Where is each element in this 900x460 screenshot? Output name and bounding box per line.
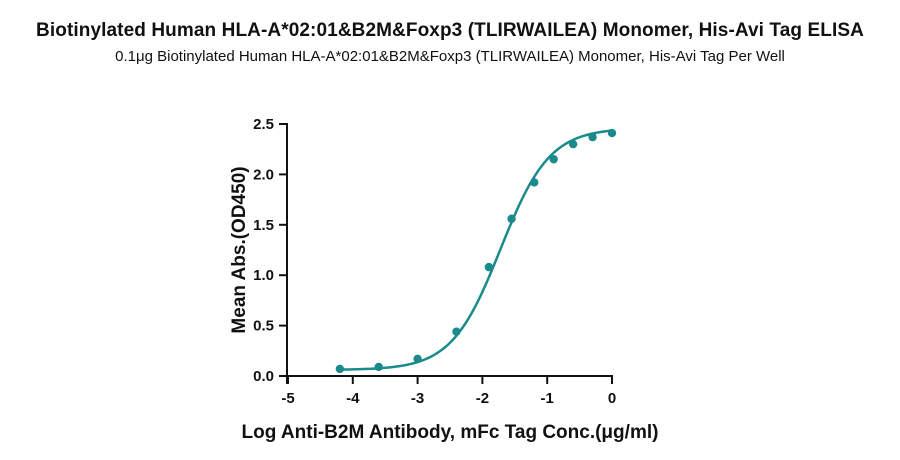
x-tick-label: -5 [281,390,294,407]
data-point [568,139,578,149]
x-tick-label: -2 [476,390,489,407]
data-point [484,262,494,272]
chart-title: Biotinylated Human HLA-A*02:01&B2M&Foxp3… [36,20,864,41]
data-point [530,178,539,187]
data-point [588,132,597,142]
y-ticks: 0.0 0.5 1.0 1.5 2.0 2.5 [253,116,287,385]
data-point [607,128,617,138]
data-point [335,364,345,374]
chart-subtitle: 0.1μg Biotinylated Human HLA-A*02:01&B2M… [115,48,785,65]
y-axis-label: Mean Abs.(OD450) [229,166,250,333]
data-point [507,214,516,223]
x-ticks: -5 -4 -3 -2 -1 0 [281,376,616,407]
x-tick-label: -4 [346,390,360,407]
data-point [549,155,558,164]
y-tick-label: 2.5 [253,116,274,133]
data-point [413,354,422,364]
data-point [374,362,383,372]
y-tick-label: 1.0 [253,267,274,284]
y-tick-label: 1.5 [253,217,274,234]
y-tick-label: 2.0 [253,166,274,183]
x-axis-label: Log Anti-B2M Antibody, mFc Tag Conc.(μg/… [242,422,659,443]
x-tick-label: -3 [411,390,424,407]
data-points [335,128,617,374]
x-tick-label: 0 [608,390,616,407]
fit-curve [339,129,613,371]
axes: -5 -4 -3 -2 -1 0 0.0 0.5 1.0 1.5 2.0 2.5 [253,116,616,407]
data-point [452,327,461,336]
y-tick-label: 0.5 [253,318,274,335]
x-tick-label: -1 [541,390,554,407]
y-tick-label: 0.0 [253,368,274,385]
